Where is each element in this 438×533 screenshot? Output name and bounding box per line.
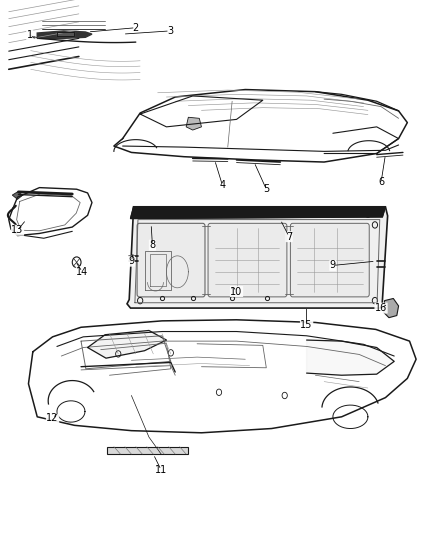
- Text: 3: 3: [167, 26, 173, 36]
- Polygon shape: [12, 192, 23, 199]
- Text: 13: 13: [11, 225, 24, 235]
- Text: 2: 2: [133, 23, 139, 33]
- Text: 9: 9: [128, 256, 134, 266]
- Polygon shape: [131, 207, 385, 219]
- Polygon shape: [307, 340, 394, 375]
- Text: 15: 15: [300, 320, 313, 330]
- Text: 11: 11: [155, 465, 167, 475]
- Polygon shape: [127, 207, 388, 308]
- Text: 8: 8: [149, 240, 155, 250]
- FancyBboxPatch shape: [290, 223, 369, 297]
- FancyBboxPatch shape: [208, 223, 287, 297]
- Text: 9: 9: [330, 261, 336, 270]
- Polygon shape: [57, 32, 74, 36]
- Polygon shape: [384, 298, 399, 318]
- Text: 12: 12: [46, 414, 59, 423]
- Text: 5: 5: [263, 184, 269, 194]
- Text: 6: 6: [378, 177, 384, 187]
- FancyBboxPatch shape: [137, 223, 205, 297]
- Polygon shape: [37, 31, 92, 38]
- Polygon shape: [88, 330, 166, 358]
- Text: 7: 7: [286, 232, 292, 241]
- Polygon shape: [186, 117, 201, 130]
- Text: 1: 1: [27, 30, 33, 40]
- Text: 4: 4: [219, 181, 226, 190]
- Text: 16: 16: [375, 303, 387, 313]
- Text: 14: 14: [76, 267, 88, 277]
- Text: 10: 10: [230, 287, 243, 296]
- Polygon shape: [107, 447, 188, 454]
